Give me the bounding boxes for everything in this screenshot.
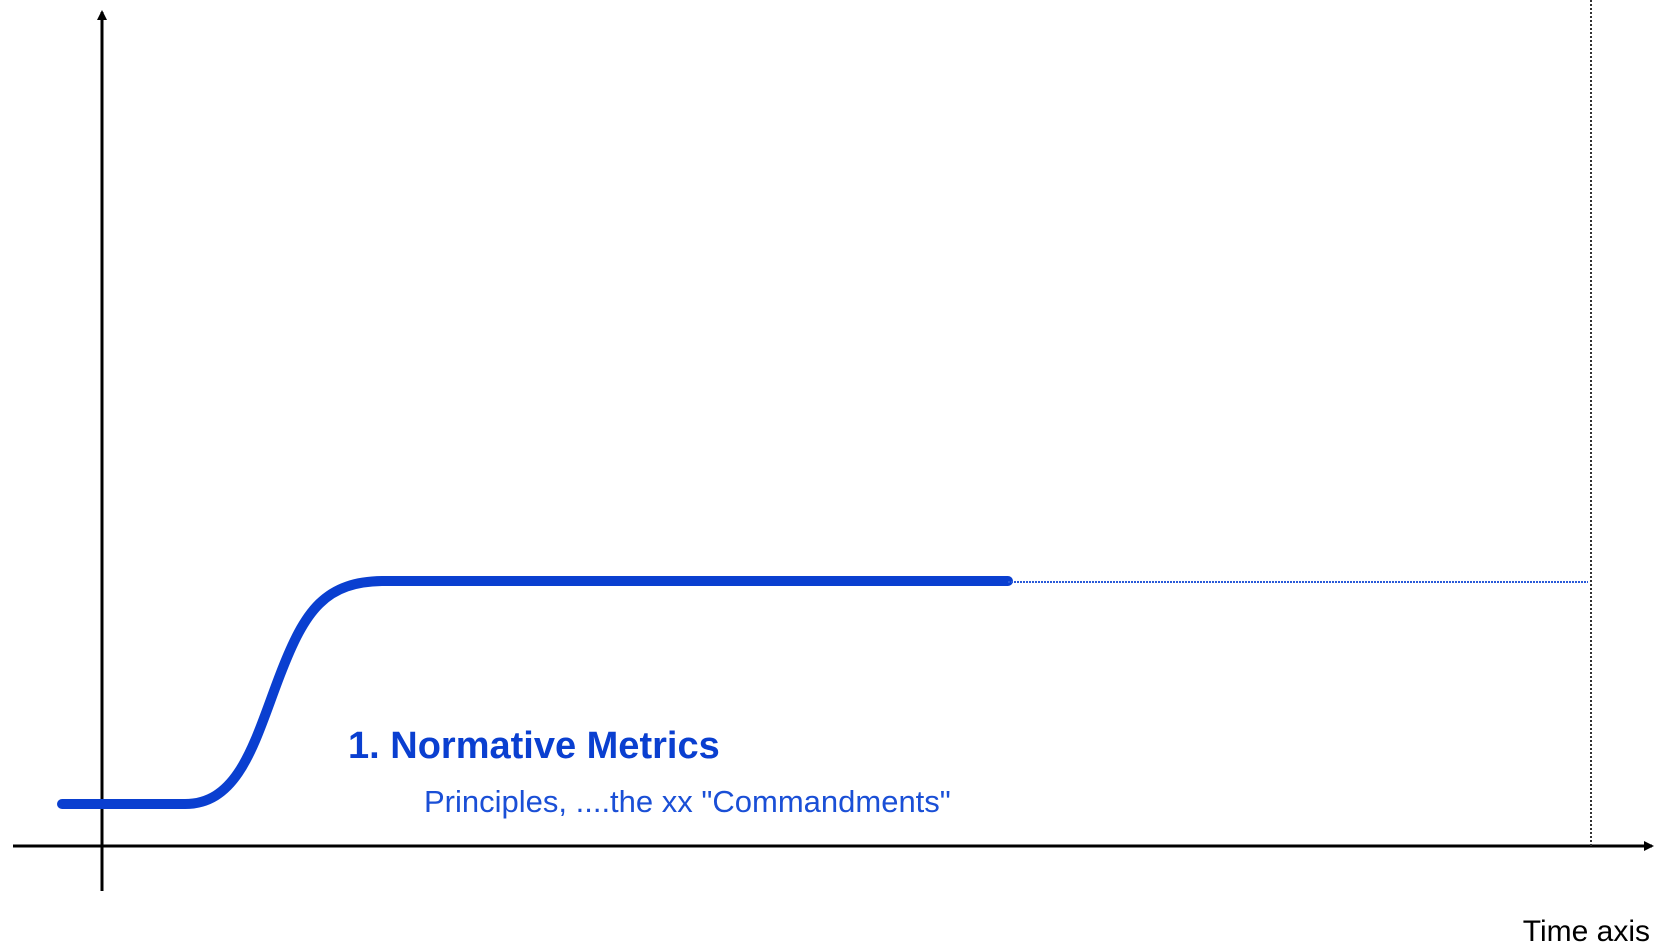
label-title: 1. Normative Metrics bbox=[348, 725, 720, 767]
curve bbox=[57, 576, 1013, 809]
x-axis-label: Time axis bbox=[1523, 915, 1650, 947]
label-subtitle: Principles, ....the xx "Commandments" bbox=[424, 784, 951, 819]
